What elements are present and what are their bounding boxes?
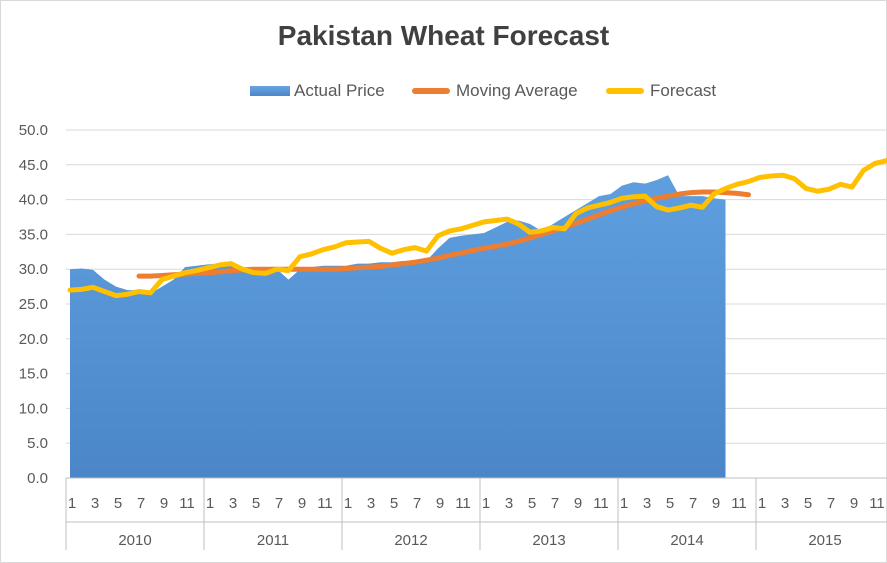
x-tick-label-month: 9 (160, 495, 168, 512)
x-tick-label-month: 7 (413, 495, 421, 512)
legend: Actual Price Moving Average Forecast (0, 80, 887, 102)
legend-item-actual-price: Actual Price (250, 80, 385, 102)
x-tick-label-month: 3 (781, 495, 789, 512)
y-tick-label: 30.0 (19, 261, 48, 278)
x-tick-label-month: 3 (229, 495, 237, 512)
x-tick-label-year: 2015 (808, 532, 841, 549)
series-actual-price-area (70, 175, 726, 479)
x-tick-label-month: 11 (317, 495, 333, 512)
x-tick-label-month: 5 (666, 495, 674, 512)
x-tick-label-month: 3 (505, 495, 513, 512)
legend-item-forecast: Forecast (606, 80, 716, 102)
legend-swatch-actual-price (250, 86, 290, 96)
y-tick-label: 25.0 (19, 296, 48, 313)
x-tick-label-month: 3 (367, 495, 375, 512)
legend-swatch-forecast (606, 88, 644, 94)
legend-label-forecast: Forecast (650, 81, 717, 100)
x-tick-label-month: 1 (758, 495, 766, 512)
x-tick-label-month: 5 (390, 495, 398, 512)
x-tick-label-month: 3 (91, 495, 99, 512)
legend-label-actual-price: Actual Price (294, 81, 385, 100)
x-tick-label-month: 11 (179, 495, 195, 512)
x-tick-label-month: 1 (620, 495, 628, 512)
x-tick-label-month: 9 (850, 495, 858, 512)
y-tick-label: 45.0 (19, 157, 48, 174)
y-tick-label: 35.0 (19, 226, 48, 243)
x-tick-label-month: 1 (482, 495, 490, 512)
y-tick-label: 5.0 (27, 435, 48, 452)
legend-label-moving-average: Moving Average (456, 81, 578, 100)
x-tick-label-month: 5 (804, 495, 812, 512)
x-tick-label-month: 7 (551, 495, 559, 512)
x-tick-label-year: 2010 (118, 532, 151, 549)
x-tick-label-month: 7 (275, 495, 283, 512)
x-tick-label-month: 9 (436, 495, 444, 512)
x-tick-label-month: 1 (206, 495, 214, 512)
y-tick-label: 40.0 (19, 192, 48, 209)
x-tick-label-month: 9 (298, 495, 306, 512)
x-tick-label-month: 11 (593, 495, 609, 512)
y-tick-label: 20.0 (19, 331, 48, 348)
x-tick-label-month: 11 (869, 495, 885, 512)
x-tick-label-month: 3 (643, 495, 651, 512)
x-tick-label-month: 7 (689, 495, 697, 512)
x-tick-label-year: 2014 (670, 532, 703, 549)
chart-title: Pakistan Wheat Forecast (277, 20, 610, 51)
x-tick-label-month: 5 (528, 495, 536, 512)
y-tick-label: 10.0 (19, 400, 48, 417)
y-tick-label: 15.0 (19, 366, 48, 383)
x-tick-label-year: 2012 (394, 532, 427, 549)
legend-swatch-moving-average (412, 88, 450, 94)
x-tick-label-month: 9 (574, 495, 582, 512)
legend-item-moving-average: Moving Average (412, 80, 578, 102)
x-tick-label-month: 11 (731, 495, 747, 512)
x-tick-label-month: 9 (712, 495, 720, 512)
x-tick-label-month: 7 (827, 495, 835, 512)
x-tick-label-month: 7 (137, 495, 145, 512)
x-tick-label-month: 5 (252, 495, 260, 512)
x-tick-label-year: 2011 (257, 532, 289, 549)
y-tick-label: 50.0 (19, 122, 48, 139)
series-forecast-line (67, 157, 887, 299)
x-tick-label-month: 11 (455, 495, 471, 512)
x-tick-label-year: 2013 (532, 532, 565, 549)
x-tick-label-month: 1 (344, 495, 352, 512)
y-tick-label: 0.0 (27, 470, 48, 487)
x-tick-label-month: 1 (68, 495, 76, 512)
x-tick-label-month: 5 (114, 495, 122, 512)
